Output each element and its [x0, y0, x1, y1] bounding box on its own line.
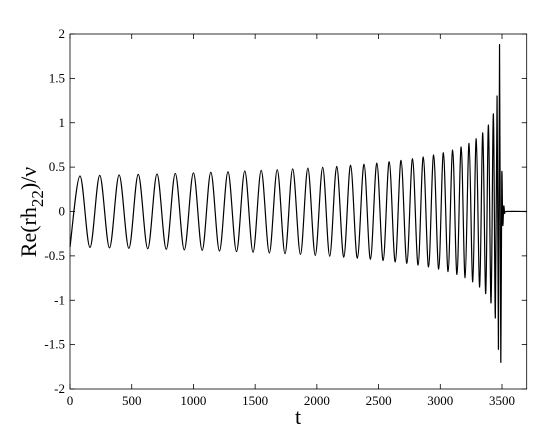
- x-tick-label: 3500: [489, 393, 515, 408]
- y-tick-label: 2: [59, 26, 66, 41]
- y-tick-label: -0.5: [44, 248, 65, 263]
- y-label-main: Re(rh: [16, 207, 41, 257]
- y-label-sub: 22: [28, 190, 47, 207]
- y-tick-label: 1: [59, 115, 66, 130]
- y-tick-label: 0.5: [49, 159, 65, 174]
- waveform-line: [69, 44, 527, 363]
- y-tick-label: 1.5: [49, 70, 65, 85]
- y-tick-label: -1.5: [44, 337, 65, 352]
- y-label-after: )/ν: [16, 167, 41, 190]
- x-tick-label: 3000: [427, 393, 453, 408]
- y-tick-label: -1: [54, 292, 65, 307]
- x-tick-label: 2500: [366, 393, 392, 408]
- y-axis-label: Re(rh22)/ν: [16, 167, 47, 258]
- y-tick-label: -2: [54, 381, 65, 396]
- x-tick-label: 1500: [242, 393, 268, 408]
- x-axis-label: t: [295, 404, 301, 429]
- x-tick-label: 2000: [304, 393, 330, 408]
- x-tick-label: 0: [67, 393, 74, 408]
- axes-box: [69, 33, 528, 390]
- x-tick-label: 500: [122, 393, 142, 408]
- y-tick-label: 0: [59, 204, 66, 219]
- x-tick-label: 1000: [180, 393, 206, 408]
